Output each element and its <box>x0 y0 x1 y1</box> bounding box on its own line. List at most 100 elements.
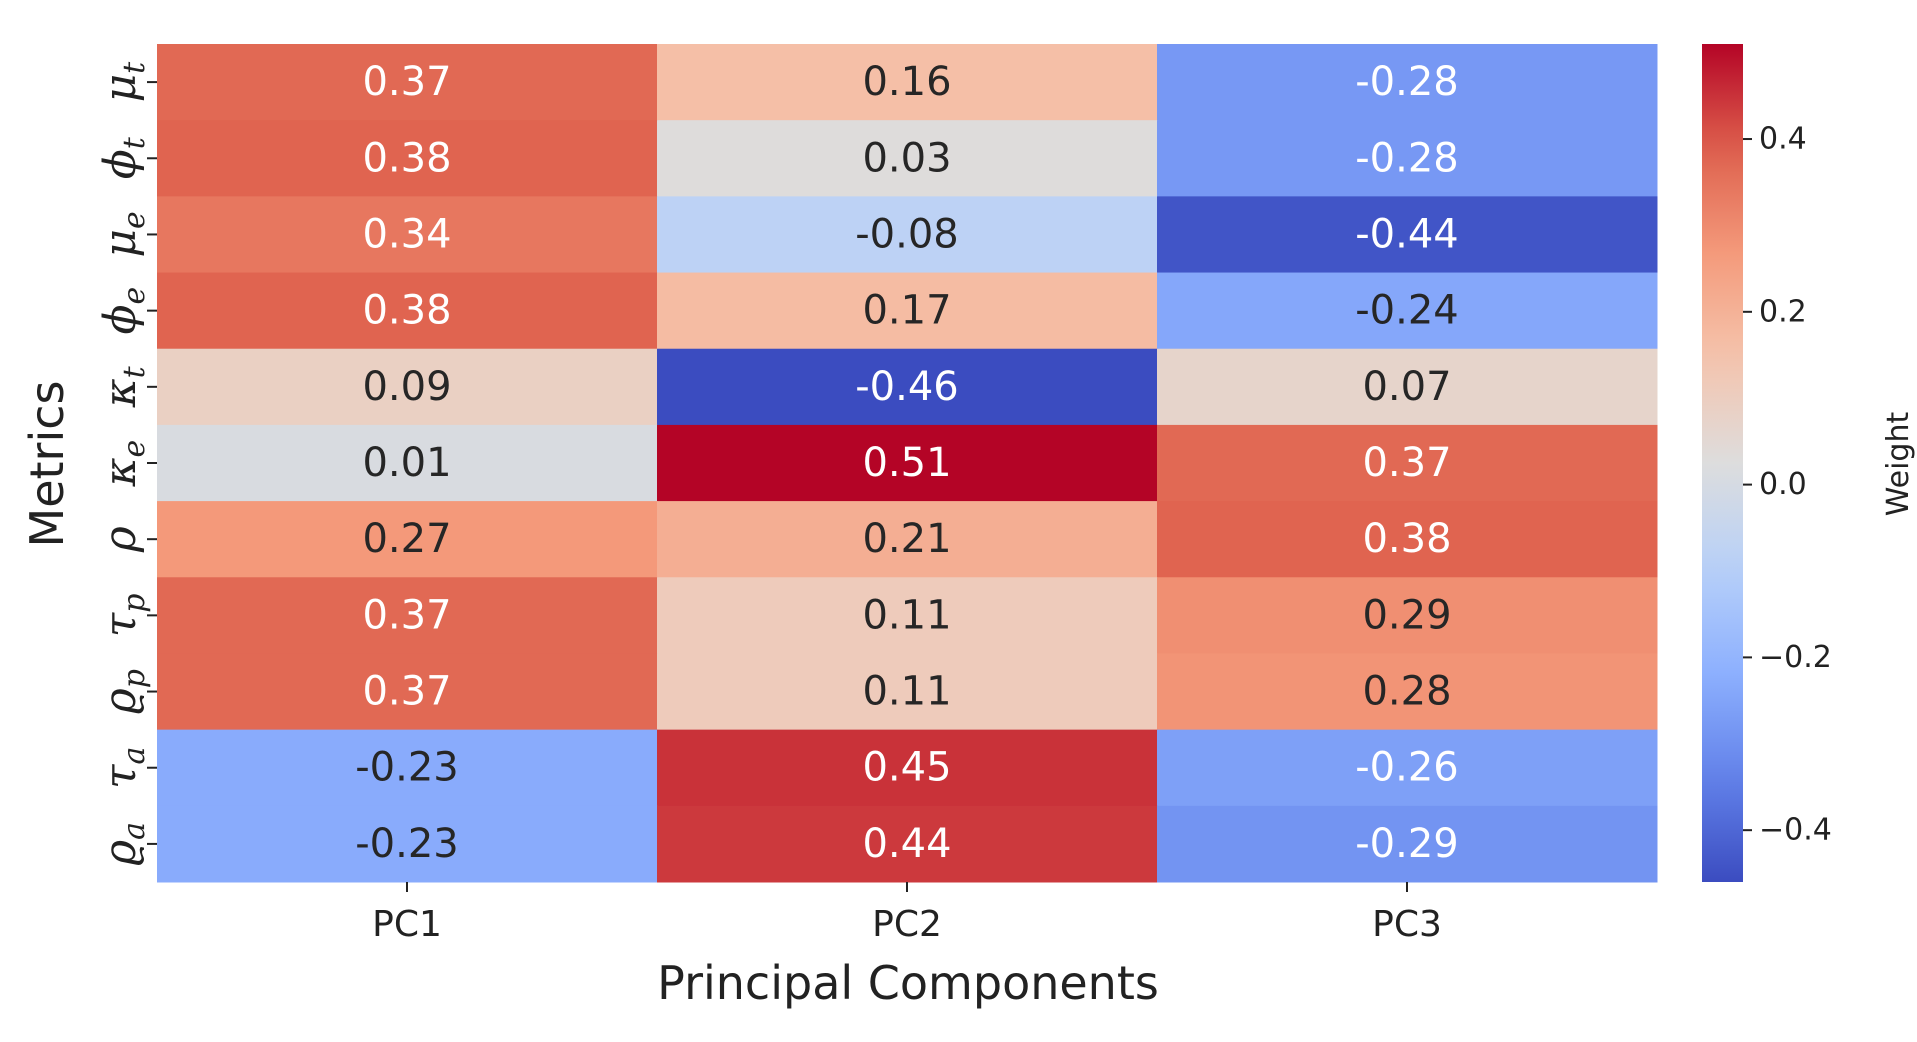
y-tick-label: τp <box>95 594 152 638</box>
y-tick-label: ϱa <box>95 822 152 866</box>
cell-value-label: -0.28 <box>1355 59 1459 105</box>
heatmap-cell <box>1157 348 1658 426</box>
cell-value-label: 0.34 <box>362 211 451 257</box>
cell-value-label: -0.23 <box>355 821 459 867</box>
row-symbol: ϕe <box>95 287 152 335</box>
y-axis-title: Metrics <box>20 381 74 548</box>
y-tick-label: τa <box>95 747 152 789</box>
heatmap-cell <box>657 120 1158 197</box>
cell-value-label: 0.37 <box>1362 440 1451 486</box>
heatmap-cells <box>157 44 1658 883</box>
colorbar-tick-label: −0.2 <box>1759 640 1832 675</box>
heatmap-cell <box>657 44 1158 121</box>
row-symbol: ϕt <box>95 136 152 179</box>
heatmap-cell <box>1157 196 1658 274</box>
cell-value-label: 0.45 <box>862 745 951 791</box>
heatmap-cell <box>157 120 658 197</box>
row-subscript: t <box>117 136 152 149</box>
heatmap-cell <box>1157 653 1658 731</box>
heatmap-cell <box>157 424 658 502</box>
x-axis: PC1 PC2 PC3 <box>372 882 1442 945</box>
row-subscript: e <box>117 211 152 229</box>
heatmap-cell <box>657 272 1158 350</box>
cell-value-label: 0.29 <box>1362 592 1451 638</box>
cell-value-label: 0.09 <box>362 364 451 410</box>
colorbar-tick-label: −0.4 <box>1759 813 1832 848</box>
heatmap-cell <box>1157 272 1658 350</box>
row-subscript: t <box>117 365 152 378</box>
heatmap-cell <box>657 348 1158 426</box>
heatmap-cell <box>1157 501 1658 578</box>
heatmap-cell <box>157 348 658 426</box>
cell-value-label: 0.07 <box>1362 364 1451 410</box>
heatmap-cell <box>157 805 658 883</box>
colorbar-tick-label: 0.4 <box>1759 122 1807 157</box>
colorbar-title: Weight <box>1881 412 1916 517</box>
cell-value-label: -0.24 <box>1355 288 1459 334</box>
cell-value-label: 0.37 <box>362 59 451 105</box>
row-subscript: e <box>117 440 152 458</box>
y-tick-label: κe <box>95 440 152 488</box>
row-symbol: μt <box>95 61 152 103</box>
heatmap-cell <box>1157 120 1658 197</box>
heatmap-cell <box>657 729 1158 807</box>
cell-value-label: -0.08 <box>855 211 959 257</box>
cell-value-label: 0.17 <box>862 288 951 334</box>
row-symbol: ρ <box>95 526 146 553</box>
x-tick-label: PC2 <box>872 904 942 945</box>
y-tick-label: κt <box>95 365 152 408</box>
cell-value-label: -0.26 <box>1355 745 1459 791</box>
cell-value-label: -0.28 <box>1355 135 1459 181</box>
y-axis: μt ϕt μe ϕe κt κe ρ τp ϱp τa ϱa <box>95 61 157 866</box>
heatmap-cell <box>1157 44 1658 121</box>
y-tick-label: ϕe <box>95 287 152 335</box>
cell-value-label: 0.16 <box>862 59 951 105</box>
row-subscript: p <box>117 669 152 688</box>
heatmap-cell <box>657 424 1158 502</box>
row-symbol: ϱp <box>95 669 152 714</box>
cell-value-label: 0.38 <box>1362 516 1451 562</box>
y-tick-label: μt <box>95 61 152 103</box>
cell-value-label: 0.51 <box>862 440 951 486</box>
y-tick-label: ϱp <box>95 669 152 714</box>
y-tick-label: ρ <box>95 526 146 553</box>
heatmap-cell <box>657 577 1158 654</box>
heatmap-cell <box>657 196 1158 274</box>
colorbar: 0.4 0.2 0.0 −0.2 −0.4 <box>1702 44 1832 882</box>
heatmap-cell <box>157 196 658 274</box>
heatmap-cell <box>157 577 658 654</box>
row-subscript: p <box>117 594 152 613</box>
y-tick-label: ϕt <box>95 136 152 179</box>
cell-value-label: 0.28 <box>1362 669 1451 715</box>
y-tick-label: μe <box>95 211 152 257</box>
row-subscript: e <box>117 287 152 305</box>
heatmap-cell <box>157 44 658 121</box>
cell-value-label: 0.38 <box>362 135 451 181</box>
row-subscript: t <box>117 61 152 74</box>
cell-value-label: -0.44 <box>1355 211 1459 257</box>
colorbar-gradient <box>1702 44 1743 882</box>
heatmap-cell <box>1157 729 1658 807</box>
heatmap-cell-labels: 0.37 0.16 -0.28 0.38 0.03 -0.28 0.34 -0.08 -0.44… <box>355 59 1459 867</box>
cell-value-label: 0.11 <box>862 592 951 638</box>
heatmap-cell <box>657 805 1158 883</box>
row-symbol: ϱa <box>95 822 152 866</box>
row-symbol: τp <box>95 594 152 638</box>
x-axis-title: Principal Components <box>657 956 1159 1010</box>
cell-value-label: 0.37 <box>362 669 451 715</box>
row-subscript: a <box>117 747 152 765</box>
row-symbol: κe <box>95 440 152 488</box>
x-tick-label: PC3 <box>1372 904 1442 945</box>
colorbar-tick-label: 0.0 <box>1759 467 1807 502</box>
cell-value-label: 0.27 <box>362 516 451 562</box>
cell-value-label: 0.03 <box>862 135 951 181</box>
cell-value-label: 0.01 <box>362 440 451 486</box>
x-tick-label: PC1 <box>372 904 442 945</box>
heatmap-cell <box>157 729 658 807</box>
heatmap-cell <box>157 501 658 578</box>
cell-value-label: -0.23 <box>355 745 459 791</box>
row-symbol: τa <box>95 747 152 789</box>
row-subscript: a <box>117 822 152 840</box>
heatmap-cell <box>157 653 658 731</box>
row-symbol: κt <box>95 365 152 408</box>
